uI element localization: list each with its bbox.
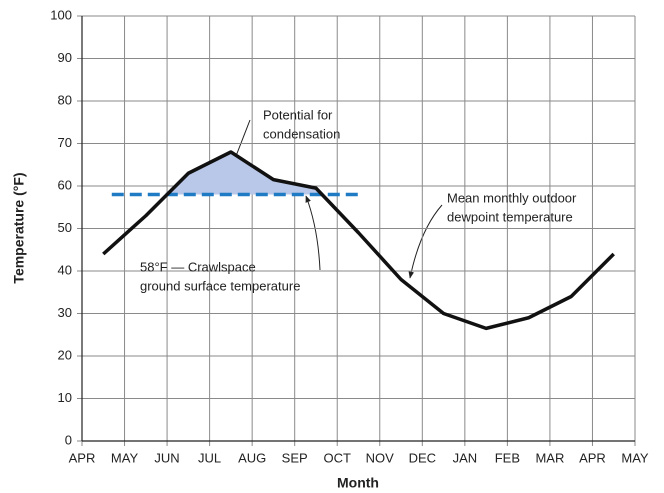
x-tick-label: MAY [621, 450, 649, 465]
x-tick-label: OCT [324, 450, 352, 465]
x-tick-label: JUL [198, 450, 221, 465]
x-tick-label: AUG [238, 450, 266, 465]
x-tick-label: NOV [366, 450, 395, 465]
x-tick-label: JAN [453, 450, 478, 465]
y-tick-label: 30 [58, 305, 72, 320]
annotation-arrow [305, 195, 321, 271]
annotation: Potential for [263, 107, 333, 122]
y-tick-label: 80 [58, 92, 72, 107]
x-tick-label: MAR [535, 450, 564, 465]
annotation: ground surface temperature [140, 278, 300, 293]
x-tick-label: DEC [409, 450, 436, 465]
x-tick-label: FEB [495, 450, 520, 465]
y-tick-label: 0 [65, 432, 72, 447]
x-tick-label: JUN [154, 450, 179, 465]
annotation: 58°F — Crawlspace [140, 259, 256, 274]
annotation: dewpoint temperature [447, 209, 573, 224]
y-tick-label: 40 [58, 262, 72, 277]
x-tick-label: SEP [282, 450, 308, 465]
y-tick-label: 60 [58, 177, 72, 192]
y-axis-title: Temperature (°F) [11, 172, 27, 283]
x-tick-label: MAY [111, 450, 139, 465]
annotation: Mean monthly outdoor [447, 190, 577, 205]
y-tick-label: 10 [58, 390, 72, 405]
x-axis-title: Month [337, 475, 379, 491]
annotation: condensation [263, 126, 340, 141]
shaded-area [167, 152, 323, 195]
y-tick-label: 50 [58, 220, 72, 235]
data-line [102, 150, 615, 331]
y-tick-label: 90 [58, 50, 72, 65]
y-tick-label: 20 [58, 347, 72, 362]
y-tick-label: 100 [50, 7, 72, 22]
y-tick-label: 70 [58, 135, 72, 150]
x-tick-label: APR [69, 450, 96, 465]
x-tick-label: APR [579, 450, 606, 465]
annotation-arrow [408, 204, 443, 279]
